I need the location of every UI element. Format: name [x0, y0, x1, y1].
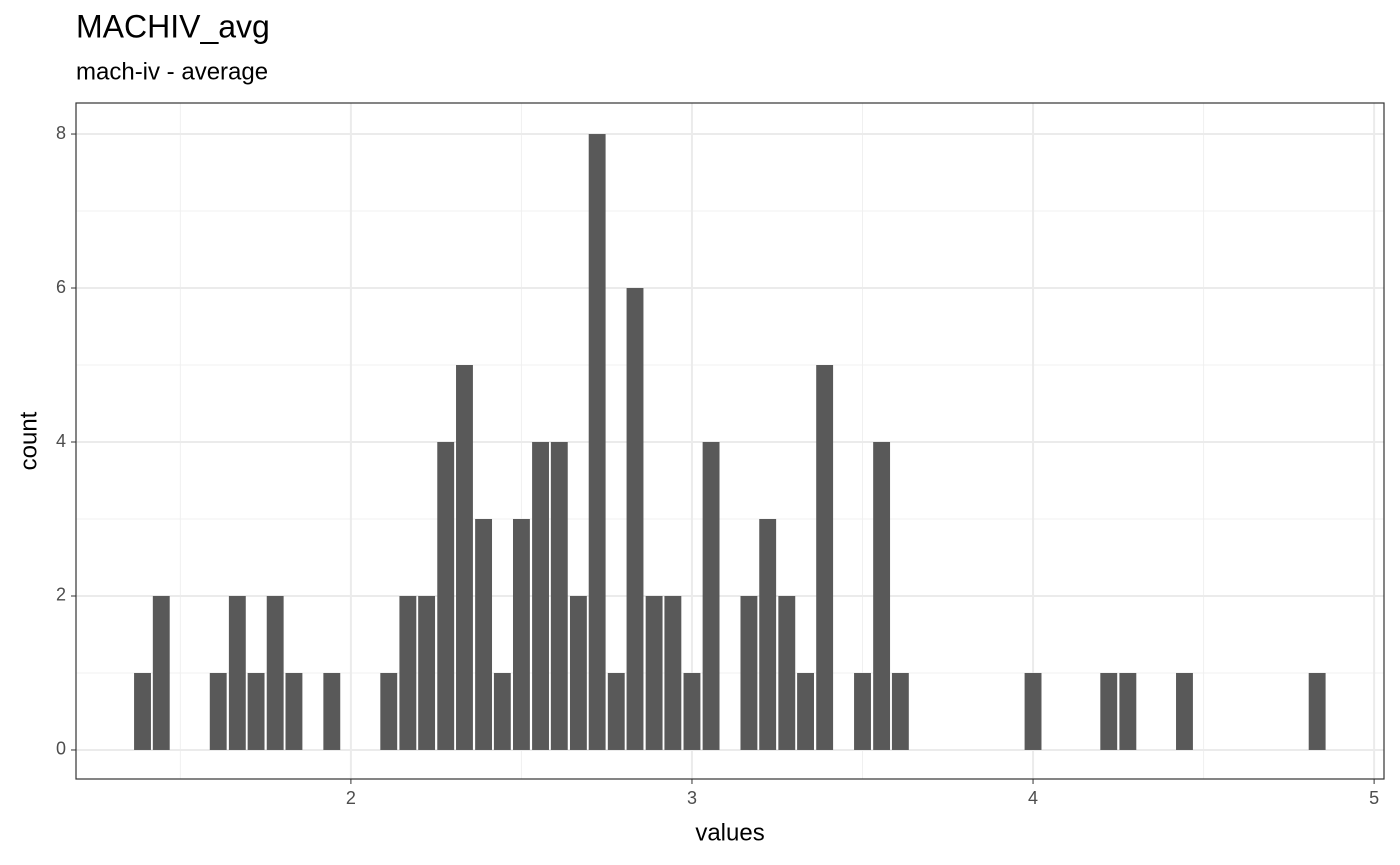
y-tick-label: 8 [56, 123, 66, 143]
y-tick-label: 2 [56, 585, 66, 605]
bar [588, 134, 606, 750]
bar [740, 595, 758, 750]
bar [1176, 672, 1193, 750]
y-tick-label: 6 [56, 277, 66, 297]
panel-background [76, 103, 1384, 779]
bar [134, 672, 151, 750]
chart-subtitle: mach-iv - average [76, 58, 268, 85]
bar [778, 595, 796, 750]
bar [152, 595, 170, 750]
bar [626, 288, 644, 750]
x-tick-label: 3 [687, 788, 697, 808]
y-tick-label: 4 [56, 431, 66, 451]
bar [702, 442, 720, 750]
bar [323, 672, 341, 750]
x-tick-label: 2 [346, 788, 356, 808]
bar [228, 595, 246, 750]
x-tick-label: 4 [1028, 788, 1038, 808]
x-tick-label: 5 [1369, 788, 1379, 808]
x-axis-title: values [695, 819, 764, 846]
bar [550, 442, 568, 750]
bar [607, 672, 625, 750]
bar [854, 672, 871, 750]
bar [645, 595, 663, 750]
bar [418, 595, 436, 750]
bar [759, 518, 777, 750]
bar [1024, 672, 1042, 750]
bar [664, 595, 682, 750]
bar [532, 442, 549, 750]
y-tick-label: 0 [56, 739, 66, 759]
bar [437, 442, 455, 750]
bar [512, 518, 530, 750]
panel-border [75, 102, 1385, 780]
bar [266, 595, 284, 750]
bar [891, 672, 909, 750]
bar [209, 672, 227, 750]
bar [285, 672, 303, 750]
bar [380, 672, 398, 750]
bar [683, 672, 701, 750]
y-axis-title: count [15, 411, 42, 470]
bar [797, 672, 814, 750]
bar [247, 672, 265, 750]
bar [873, 442, 891, 750]
bar [399, 595, 417, 750]
bar [1119, 672, 1137, 750]
chart-title: MACHIV_avg [76, 8, 270, 44]
bar [816, 365, 834, 750]
bar [456, 365, 473, 750]
bar [493, 672, 511, 750]
bar [475, 518, 493, 750]
bar [569, 595, 587, 750]
bar [1100, 672, 1118, 750]
bar [1308, 672, 1326, 750]
